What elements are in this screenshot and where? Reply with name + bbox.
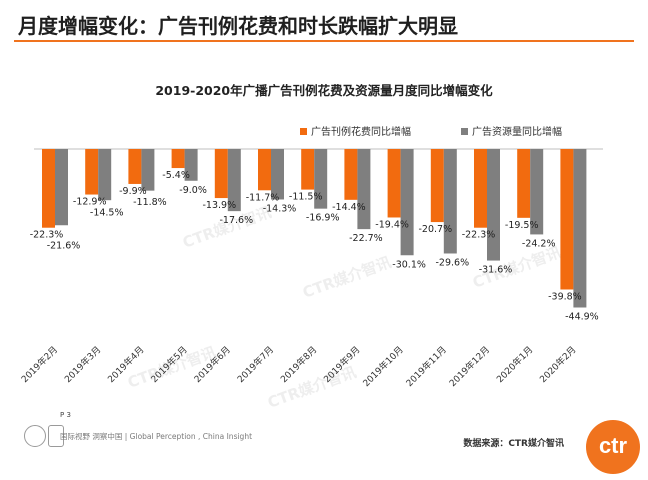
x-tick-label-9: 2019年10月: [360, 344, 406, 390]
value-label-resource-2: -14.5%: [90, 208, 124, 219]
value-label-resource-12: -24.2%: [522, 238, 556, 249]
chart-title: 2019-2020年广播广告刊例花费及资源量月度同比增幅变化: [155, 83, 493, 98]
value-label-spend-8: -14.4%: [332, 202, 366, 213]
value-label-spend-9: -19.4%: [375, 219, 409, 230]
bar-resource-2: [98, 149, 112, 201]
value-label-resource-3: -11.8%: [133, 197, 167, 208]
value-label-spend-7: -11.5%: [289, 192, 323, 203]
watermark-text: CTR媒介智讯: [265, 363, 358, 412]
legend-label-1: 广告刊例花费同比增幅: [311, 125, 411, 138]
bar-spend-3: [128, 149, 142, 184]
legend-label-2: 广告资源量同比增幅: [472, 125, 562, 138]
value-label-spend-3: -9.9%: [119, 186, 147, 197]
legend-swatch-1: [300, 128, 307, 135]
value-label-resource-11: -31.6%: [479, 265, 513, 276]
page-number: P 3: [60, 411, 71, 419]
value-label-resource-4: -9.0%: [179, 185, 207, 196]
value-label-resource-1: -21.6%: [47, 241, 81, 252]
bar-resource-6: [271, 149, 284, 200]
bar-spend-4: [171, 149, 185, 169]
bar-spend-12: [517, 149, 531, 218]
value-label-resource-10: -29.6%: [435, 257, 469, 268]
value-label-resource-6: -14.3%: [263, 203, 297, 214]
value-label-spend-4: -5.4%: [162, 170, 190, 181]
footer: P 3 国际视野 洞察中国 | Global Perception , Chin…: [24, 410, 252, 442]
value-label-resource-9: -30.1%: [392, 259, 426, 270]
value-label-resource-13: -44.9%: [565, 311, 599, 322]
bar-spend-10: [430, 149, 444, 223]
bar-resource-7: [314, 149, 328, 209]
bar-spend-2: [85, 149, 99, 195]
ctr-logo: ctr: [586, 420, 640, 474]
value-label-spend-1: -22.3%: [30, 230, 64, 241]
value-label-spend-12: -19.5%: [505, 220, 539, 231]
bar-resource-1: [55, 149, 68, 226]
x-tick-label-11: 2019年12月: [447, 344, 493, 390]
bar-resource-12: [530, 149, 544, 235]
x-tick-label-1: 2019年2月: [19, 344, 60, 385]
bar-spend-13: [560, 149, 574, 290]
x-tick-label-13: 2020年2月: [537, 344, 578, 385]
bar-spend-6: [258, 149, 271, 191]
x-tick-label-10: 2019年11月: [403, 344, 449, 390]
bar-spend-8: [344, 149, 358, 200]
value-label-spend-13: -39.8%: [548, 291, 582, 302]
bar-spend-1: [42, 149, 55, 228]
value-label-spend-11: -22.3%: [462, 230, 496, 241]
certification-badge-icon: [24, 425, 46, 447]
quality-mark-icon: [48, 425, 64, 447]
watermark-text: CTR媒介智讯: [300, 253, 393, 302]
bar-spend-5: [214, 149, 228, 199]
title-underline: [14, 40, 634, 42]
bar-resource-13: [573, 149, 587, 308]
bar-resource-8: [357, 149, 371, 230]
bar-spend-9: [387, 149, 401, 218]
x-tick-label-2: 2019年3月: [62, 344, 103, 385]
value-label-spend-10: -20.7%: [418, 224, 452, 235]
value-label-spend-5: -13.9%: [202, 200, 236, 211]
value-label-spend-6: -11.7%: [246, 192, 280, 203]
bar-resource-10: [443, 149, 457, 254]
bar-spend-11: [474, 149, 487, 228]
bar-resource-11: [487, 149, 500, 261]
value-label-resource-8: -22.7%: [349, 233, 383, 244]
bar-resource-4: [184, 149, 198, 181]
value-label-spend-2: -12.9%: [73, 197, 107, 208]
page-title: 月度增幅变化：广告刊例花费和时长跌幅扩大明显: [18, 14, 458, 38]
x-tick-label-12: 2020年1月: [494, 344, 535, 385]
bar-spend-7: [301, 149, 315, 190]
bar-resource-9: [400, 149, 414, 256]
value-label-resource-7: -16.9%: [306, 213, 340, 224]
bar-resource-5: [227, 149, 241, 212]
legend-swatch-2: [461, 128, 468, 135]
data-source: 数据来源：CTR媒介智讯: [463, 439, 564, 449]
x-tick-label-6: 2019年7月: [235, 344, 276, 385]
footer-slogan: 国际视野 洞察中国 | Global Perception , China In…: [60, 432, 253, 441]
bar-resource-3: [141, 149, 155, 191]
value-label-resource-5: -17.6%: [219, 215, 253, 226]
